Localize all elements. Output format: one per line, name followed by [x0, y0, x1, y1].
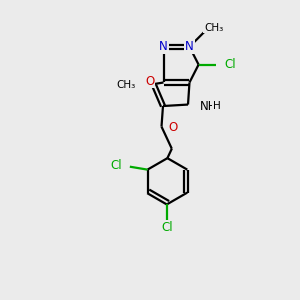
Text: CH₃: CH₃ — [204, 22, 224, 33]
Text: CH₃: CH₃ — [116, 80, 136, 90]
Text: NH: NH — [200, 100, 217, 112]
Text: N: N — [159, 40, 168, 53]
Text: O: O — [145, 74, 154, 88]
Text: N: N — [185, 40, 194, 53]
Text: Cl: Cl — [162, 221, 173, 234]
Text: Cl: Cl — [224, 58, 236, 71]
Text: Cl: Cl — [110, 159, 122, 172]
Text: H: H — [213, 101, 221, 111]
Text: O: O — [169, 121, 178, 134]
